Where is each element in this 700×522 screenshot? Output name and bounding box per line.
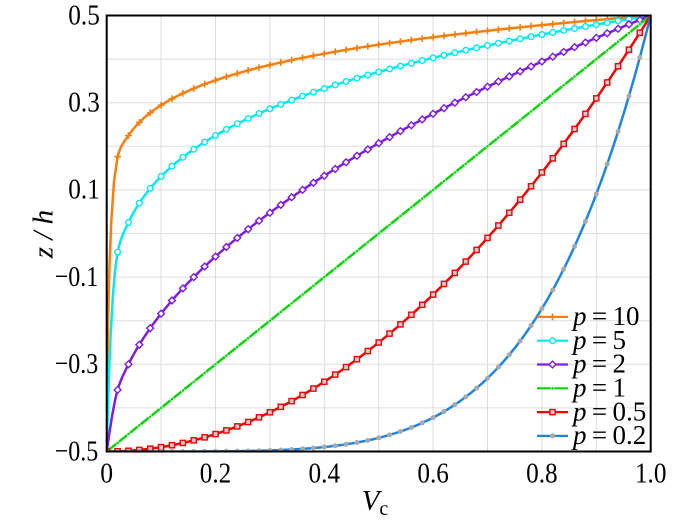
svg-text:−0.5: −0.5 [55, 435, 99, 467]
svg-text:0.8: 0.8 [526, 458, 558, 490]
svg-text:0.4: 0.4 [309, 458, 341, 490]
svg-text:0: 0 [100, 458, 113, 490]
svg-text:p = 5: p = 5 [571, 325, 626, 355]
svg-text:z / h: z / h [28, 210, 60, 259]
svg-text:p = 10: p = 10 [571, 301, 640, 331]
svg-text:0.3: 0.3 [68, 87, 100, 119]
svg-text:p = 1: p = 1 [571, 373, 626, 403]
svg-text:−0.3: −0.3 [55, 348, 99, 380]
svg-text:0.5: 0.5 [68, 0, 100, 31]
svg-text:0.6: 0.6 [417, 458, 449, 490]
svg-text:0.2: 0.2 [200, 458, 232, 490]
svg-text:p = 0.5: p = 0.5 [571, 396, 646, 426]
svg-text:1.0: 1.0 [635, 458, 667, 490]
svg-text:p = 0.2: p = 0.2 [571, 420, 646, 450]
svg-text:p = 2: p = 2 [571, 349, 626, 379]
svg-text:−0.1: −0.1 [55, 261, 99, 293]
svg-text:0.1: 0.1 [68, 174, 100, 206]
